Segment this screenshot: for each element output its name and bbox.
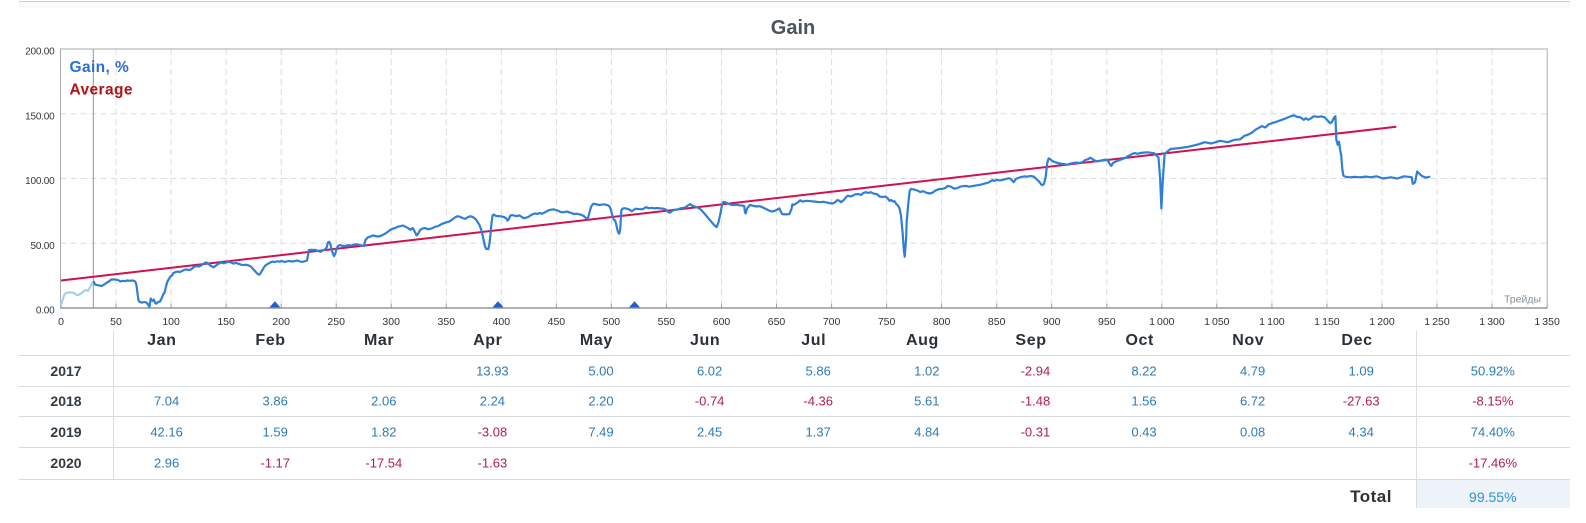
svg-text:900: 900 [1043,316,1061,328]
svg-text:Average: Average [70,82,133,99]
svg-text:1 200: 1 200 [1369,316,1395,328]
svg-text:1 050: 1 050 [1204,316,1230,328]
svg-text:150.00: 150.00 [25,112,55,123]
svg-text:150: 150 [217,316,235,328]
svg-text:550: 550 [658,316,676,328]
svg-text:0.00: 0.00 [36,306,55,317]
svg-text:200.00: 200.00 [25,47,55,58]
svg-text:600: 600 [713,316,731,328]
svg-text:500: 500 [603,316,621,328]
svg-text:1 150: 1 150 [1314,316,1340,328]
svg-text:950: 950 [1098,316,1116,328]
svg-text:100.00: 100.00 [25,176,55,187]
svg-text:1 300: 1 300 [1479,316,1505,328]
svg-text:1 100: 1 100 [1259,316,1285,328]
svg-text:200: 200 [272,316,290,328]
svg-text:800: 800 [933,316,951,328]
svg-text:1 350: 1 350 [1534,316,1560,328]
svg-text:1 000: 1 000 [1149,316,1175,328]
svg-text:100: 100 [162,316,180,328]
svg-text:Gain, %: Gain, % [70,59,130,76]
svg-text:50: 50 [110,316,122,328]
svg-text:250: 250 [327,316,345,328]
svg-text:700: 700 [823,316,841,328]
svg-text:850: 850 [988,316,1006,328]
svg-text:450: 450 [548,316,566,328]
svg-text:350: 350 [438,316,456,328]
svg-text:1 250: 1 250 [1424,316,1450,328]
svg-text:650: 650 [768,316,786,328]
svg-text:400: 400 [493,316,511,328]
svg-text:0: 0 [58,316,64,328]
svg-text:750: 750 [878,316,896,328]
svg-text:Трейды: Трейды [1504,294,1541,306]
svg-text:300: 300 [382,316,400,328]
svg-text:50.00: 50.00 [30,241,55,252]
